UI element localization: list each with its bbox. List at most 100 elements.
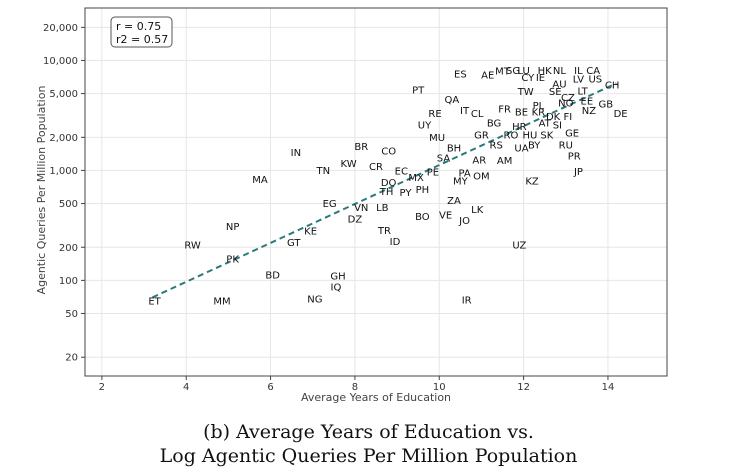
point-label-jp: JP — [573, 167, 583, 178]
point-label-pt: PT — [412, 85, 425, 96]
y-tick-label: 500 — [59, 199, 78, 210]
point-label-bh: BH — [447, 143, 461, 154]
plot-frame — [84, 7, 668, 377]
point-label-kw: KW — [341, 159, 357, 170]
point-label-no: NO — [558, 99, 573, 110]
point-label-ro: RO — [504, 130, 519, 141]
point-label-sg: SG — [506, 66, 520, 77]
point-label-re: RE — [428, 109, 441, 120]
y-tick-label: 1,000 — [49, 166, 78, 177]
point-label-au: AU — [552, 80, 566, 91]
point-label-rs: RS — [490, 141, 503, 152]
x-tick-label: 12 — [517, 382, 530, 393]
x-tick-label: 8 — [352, 382, 358, 393]
point-label-in: IN — [291, 148, 301, 159]
scatter-chart: 20 50 100 200 500 1,000 2,000 5,000 10,000 20,000… — [35, 7, 668, 404]
point-label-sa: SA — [437, 153, 451, 164]
trend-line — [152, 82, 617, 299]
point-label-lk: LK — [471, 205, 484, 216]
point-label-pe: PE — [427, 167, 439, 178]
point-label-cy: CY — [521, 73, 535, 84]
point-label-ir: IR — [462, 296, 472, 307]
point-label-am: AM — [497, 156, 512, 167]
point-label-dz: DZ — [348, 215, 363, 226]
point-label-ke: KE — [304, 227, 317, 238]
point-label-lt: LT — [577, 86, 588, 97]
x-axis: 2 4 6 8 10 12 14 — [99, 376, 614, 393]
point-label-dk: DK — [546, 112, 561, 123]
point-label-ma: MA — [252, 175, 268, 186]
point-label-tr: TR — [377, 226, 391, 237]
grid-lines — [85, 8, 667, 376]
caption-line-1: (b) Average Years of Education vs. — [203, 421, 534, 443]
point-label-uy: UY — [418, 120, 432, 131]
stats-box: r = 0.75 r2 = 0.57 — [110, 16, 173, 48]
point-label-nl: NL — [553, 66, 566, 77]
point-label-il: IL — [574, 66, 583, 77]
point-label-at: AT — [539, 118, 552, 129]
y-axis: 20 50 100 200 500 1,000 2,000 5,000 10,000 20,000 — [43, 23, 85, 364]
point-label-rw: RW — [184, 240, 201, 251]
point-label-be: BE — [515, 107, 528, 118]
point-label-fi: FI — [564, 112, 573, 123]
y-tick-label: 100 — [59, 276, 78, 287]
point-label-ae: AE — [481, 70, 494, 81]
y-axis-label: Agentic Queries Per Million Population — [35, 86, 48, 295]
point-label-ua: UA — [514, 143, 528, 154]
point-label-et: ET — [148, 296, 161, 307]
point-label-nz: NZ — [582, 106, 596, 117]
point-label-es: ES — [454, 70, 467, 81]
point-label-ca: CA — [586, 66, 600, 77]
point-label-qa: QA — [445, 95, 460, 106]
point-label-us: US — [588, 74, 602, 85]
point-label-tw: TW — [517, 87, 534, 98]
point-label-th: TH — [379, 187, 394, 198]
point-label-do: DO — [381, 178, 397, 189]
caption-line-2: Log Agentic Queries Per Million Populati… — [159, 445, 578, 467]
stat-r2: r2 = 0.57 — [116, 33, 168, 46]
point-label-mt: MT — [495, 67, 511, 78]
point-label-my: MY — [453, 177, 469, 188]
point-label-pl: PL — [533, 101, 545, 112]
y-tick-label: 50 — [65, 309, 78, 320]
x-axis-label: Average Years of Education — [301, 391, 451, 404]
y-tick-label: 5,000 — [49, 89, 78, 100]
point-label-hu: HU — [523, 130, 538, 141]
point-label-kr: KR — [532, 107, 546, 118]
point-label-cr: CR — [369, 162, 383, 173]
point-label-ge: GE — [565, 128, 579, 139]
point-label-br: BR — [354, 142, 368, 153]
point-label-pr: PR — [568, 152, 581, 163]
x-tick-label: 10 — [433, 382, 446, 393]
point-label-lv: LV — [573, 74, 584, 85]
point-label-ee: EE — [581, 96, 594, 107]
point-label-sk: SK — [540, 130, 553, 141]
point-label-ph: PH — [416, 185, 430, 196]
point-label-de: DE — [614, 109, 628, 120]
point-label-mu: MU — [429, 133, 445, 144]
point-label-hk: HK — [538, 66, 553, 77]
point-label-co: CO — [381, 147, 396, 158]
point-label-se: SE — [549, 87, 562, 98]
point-label-cl: CL — [471, 109, 484, 120]
y-tick-label: 20,000 — [43, 23, 78, 34]
point-label-bo: BO — [415, 212, 430, 223]
point-label-mx: MX — [408, 173, 424, 184]
stat-r: r = 0.75 — [116, 20, 161, 33]
point-label-gb: GB — [599, 100, 614, 111]
point-label-eg: EG — [323, 199, 337, 210]
point-label-uz: UZ — [512, 240, 526, 251]
point-label-hr: HR — [512, 122, 527, 133]
point-label-vn: VN — [354, 203, 368, 214]
y-tick-label: 200 — [59, 243, 78, 254]
point-label-ng: NG — [307, 294, 322, 305]
point-label-id: ID — [390, 237, 401, 248]
point-label-jo: JO — [458, 216, 470, 227]
point-label-om: OM — [473, 171, 490, 182]
point-label-za: ZA — [447, 196, 461, 207]
y-tick-label: 20 — [65, 353, 78, 364]
point-label-ve: VE — [439, 210, 452, 221]
point-label-cz: CZ — [561, 93, 575, 104]
x-tick-label: 2 — [99, 382, 105, 393]
